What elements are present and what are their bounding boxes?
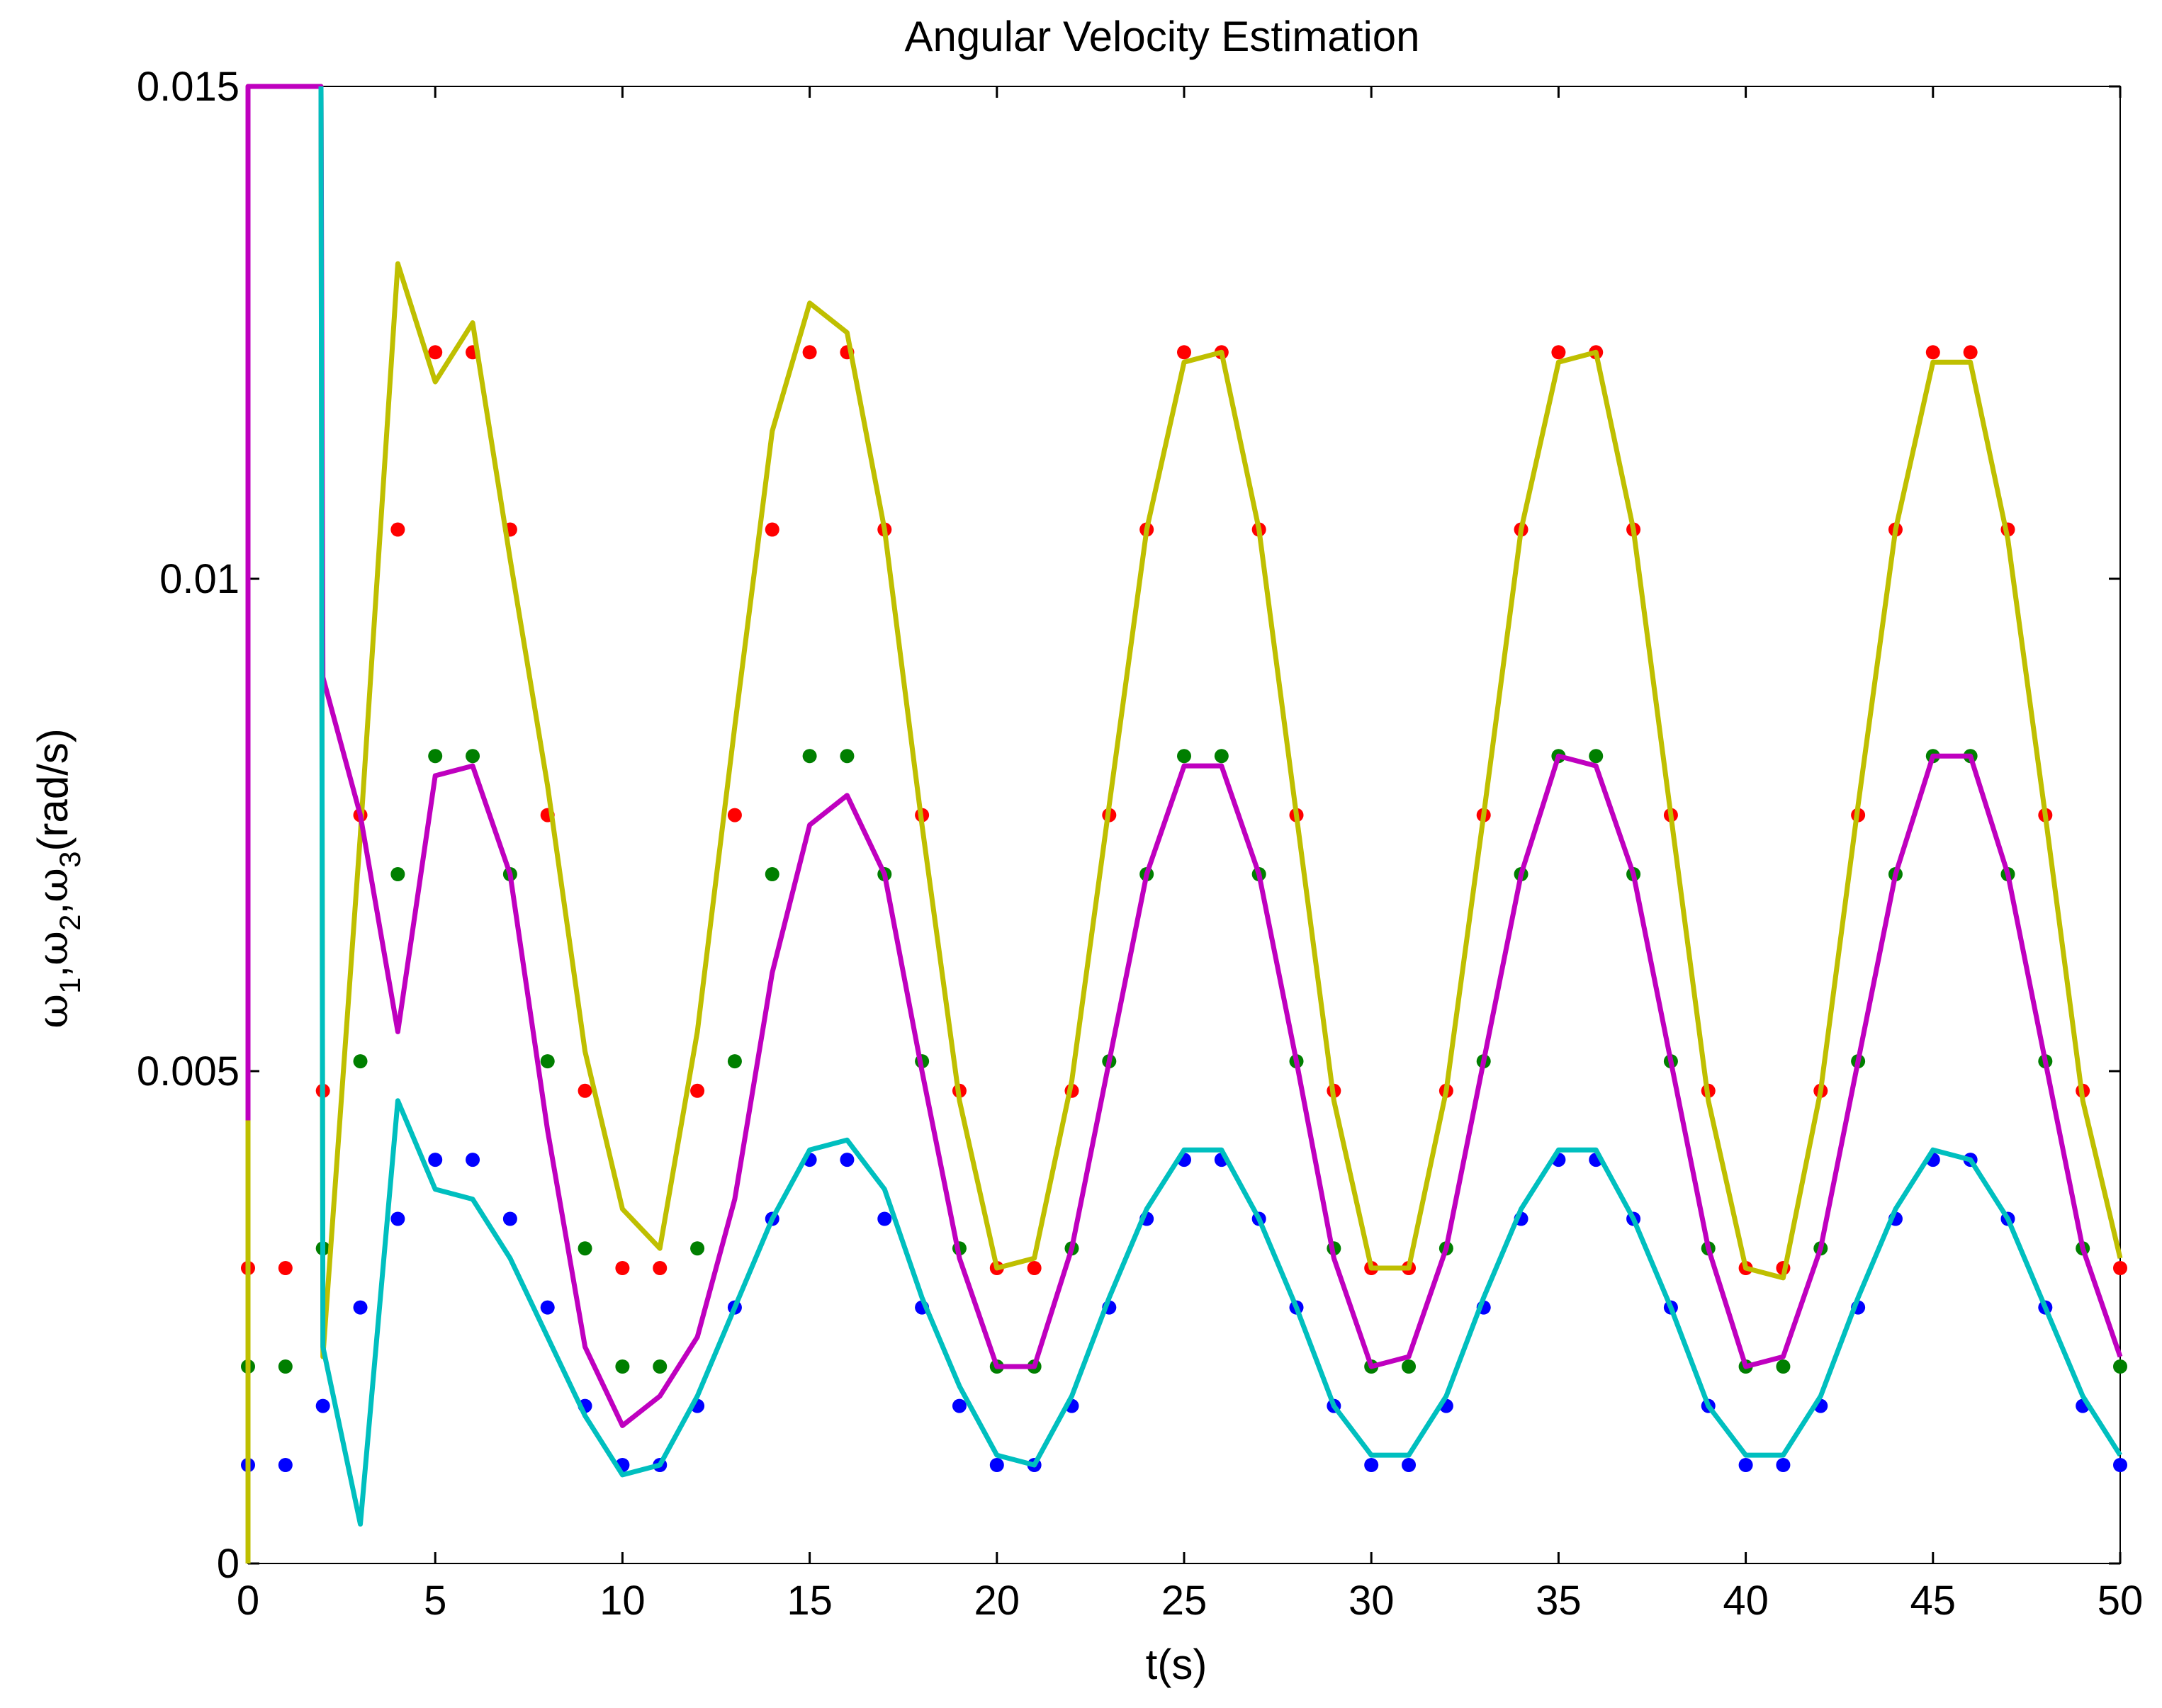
y-label-unit: (rad/s)	[29, 728, 77, 851]
data-point-true_red	[1177, 345, 1191, 360]
series-line-estimate_yellow	[245, 84, 2123, 1563]
x-axis-label: t(s)	[1146, 1641, 1207, 1688]
data-point-true_green	[1589, 749, 1604, 764]
data-point-true_green	[1402, 1359, 1417, 1374]
series-line-estimate_magenta	[245, 84, 2123, 1428]
data-point-true_blue	[989, 1458, 1004, 1472]
data-point-true_green	[278, 1359, 293, 1374]
y-label-sub-1: 1	[53, 978, 86, 994]
y-label-omega-1: ω	[28, 994, 78, 1029]
data-point-true_green	[615, 1359, 630, 1374]
data-point-true_red	[278, 1261, 293, 1275]
plot-area	[241, 84, 2127, 1565]
data-point-true_green	[466, 749, 480, 764]
data-point-true_red	[1027, 1261, 1042, 1275]
data-point-true_green	[540, 1054, 555, 1069]
x-tick-label: 15	[787, 1578, 833, 1624]
y-label-omega-3: ω	[28, 868, 78, 903]
data-point-true_green	[1177, 749, 1191, 764]
tick-labels: 0 5 10 15 20 25 30 35 40 45 50 0 0.005 0.01 0.015	[137, 64, 2143, 1624]
data-point-true_blue	[840, 1153, 855, 1167]
x-tick-label: 20	[974, 1578, 1020, 1624]
data-point-true_red	[1551, 345, 1566, 360]
data-point-true_blue	[2113, 1458, 2127, 1472]
x-tick-label: 5	[424, 1578, 446, 1624]
line-layer	[245, 84, 2123, 1563]
data-point-true_blue	[428, 1153, 443, 1167]
data-point-true_red	[428, 345, 443, 360]
data-point-true_blue	[1364, 1458, 1379, 1472]
data-point-true_blue	[1738, 1458, 1753, 1472]
data-point-true_green	[2113, 1359, 2127, 1374]
data-point-true_blue	[1776, 1458, 1791, 1472]
series-line-estimate_cyan	[318, 86, 2122, 1527]
data-point-true_green	[727, 1054, 742, 1069]
x-tick-label: 10	[599, 1578, 646, 1624]
data-point-true_red	[578, 1083, 592, 1098]
data-point-true_blue	[540, 1300, 555, 1315]
data-point-true_blue	[390, 1211, 405, 1226]
data-point-true_green	[653, 1359, 668, 1374]
data-point-true_green	[353, 1054, 368, 1069]
data-point-true_red	[765, 522, 779, 537]
x-tick-label: 35	[1536, 1578, 1582, 1624]
data-point-true_blue	[278, 1458, 293, 1472]
data-point-true_green	[1776, 1359, 1791, 1374]
y-axis-label: ω1,ω2,ω3(rad/s)	[28, 728, 86, 1029]
data-point-true_green	[802, 749, 817, 764]
data-point-true_red	[653, 1261, 668, 1275]
data-point-true_blue	[353, 1300, 368, 1315]
x-tick-label: 30	[1349, 1578, 1395, 1624]
y-tick-label: 0.005	[137, 1048, 240, 1095]
y-tick-label: 0	[217, 1541, 240, 1587]
data-point-true_blue	[466, 1153, 480, 1167]
x-tick-label: 0	[237, 1578, 259, 1624]
data-point-true_blue	[952, 1398, 967, 1413]
x-tick-label: 50	[2098, 1578, 2144, 1624]
data-point-true_red	[2113, 1261, 2127, 1275]
data-point-true_green	[578, 1241, 592, 1256]
data-point-true_red	[1963, 345, 1978, 360]
y-tick-label: 0.015	[137, 64, 240, 110]
chart-title: Angular Velocity Estimation	[904, 13, 1419, 60]
y-label-sub-2: 2	[53, 915, 86, 931]
y-label-comma-2: ,	[29, 903, 77, 915]
data-point-true_red	[615, 1261, 630, 1275]
data-point-true_blue	[315, 1398, 330, 1413]
data-point-true_blue	[877, 1211, 892, 1226]
data-point-true_blue	[1402, 1458, 1417, 1472]
x-tick-label: 45	[1910, 1578, 1957, 1624]
data-point-true_red	[690, 1083, 705, 1098]
data-point-true_red	[802, 345, 817, 360]
data-point-true_green	[690, 1241, 705, 1256]
y-label-comma-1: ,	[29, 966, 77, 978]
data-point-true_red	[390, 522, 405, 537]
data-point-true_green	[840, 749, 855, 764]
data-point-true_green	[1214, 749, 1229, 764]
x-tick-label: 25	[1161, 1578, 1207, 1624]
data-point-true_blue	[502, 1211, 517, 1226]
data-point-true_green	[765, 867, 779, 881]
x-tick-label: 40	[1723, 1578, 1769, 1624]
data-point-true_red	[1925, 345, 1940, 360]
y-tick-label: 0.01	[159, 556, 240, 602]
data-point-true_green	[428, 749, 443, 764]
y-label-sub-3: 3	[53, 852, 86, 868]
data-point-true_red	[727, 808, 742, 822]
y-label-omega-2: ω	[28, 931, 78, 966]
data-point-true_green	[390, 867, 405, 881]
